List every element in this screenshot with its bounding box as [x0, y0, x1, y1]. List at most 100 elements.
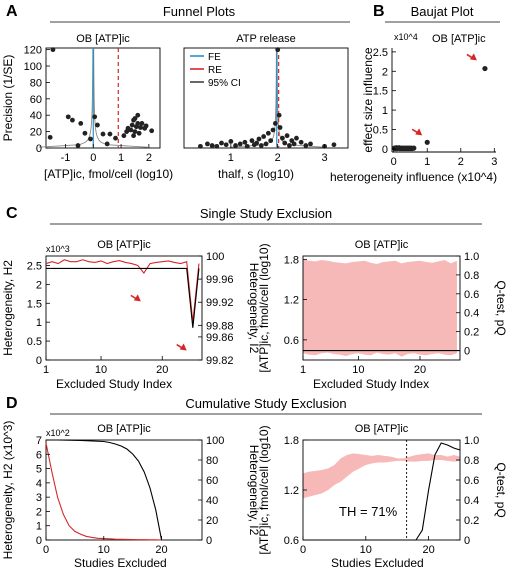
a2-point: [265, 130, 271, 136]
a2-point: [219, 140, 224, 146]
d2-x-tick-label: 20: [422, 544, 434, 556]
c1-plot-frame: [45, 255, 203, 361]
a2-point: [205, 141, 210, 147]
a1-y-tick-label: 80: [30, 77, 42, 89]
c2-y-tick-label: 0.4: [464, 308, 479, 320]
a2-x-tick-label: 1: [228, 152, 234, 164]
c1-x-tick-label: 20: [156, 364, 168, 376]
arrow-head: [469, 53, 477, 61]
b-x-tick-label: 2: [458, 156, 464, 168]
a2-point: [303, 143, 309, 148]
d1-y-label: Heterogeneity, H2 (x10^3): [1, 421, 15, 560]
c2-ci-band: [303, 259, 457, 357]
a2-point: [261, 134, 267, 139]
c2-x-tick-label: 10: [352, 364, 364, 376]
a2-point: [277, 125, 283, 130]
c1-y-tick-label: 99.96: [206, 274, 234, 286]
panel-letter-d: D: [6, 395, 18, 412]
d1-y-tick-label: 40: [206, 495, 218, 507]
a1-point: [113, 135, 118, 141]
b-y-tick-label: 2.5: [373, 47, 388, 59]
c1-y-tick-label: 1: [36, 317, 42, 329]
c2-y-tick-label: 0.2: [464, 327, 479, 339]
d2-annotation: TH = 71%: [339, 504, 398, 519]
a1-x-tick-label: 2: [146, 152, 152, 164]
a2-point: [223, 142, 229, 148]
b-point: [424, 139, 430, 145]
a2-point: [275, 47, 281, 53]
a2-point: [287, 143, 292, 148]
a2-point: [270, 127, 276, 133]
d1-y-tick-label: 2: [36, 506, 42, 518]
a1-point: [65, 114, 71, 120]
c1-y-tick-label: 99.88: [206, 320, 234, 332]
c1-y-tick-label: 100: [206, 251, 224, 263]
c1-y-tick-label: 99.86: [206, 332, 234, 344]
a2-point: [244, 143, 250, 149]
a2-point: [198, 143, 203, 149]
a1-point: [70, 117, 75, 123]
panel-letter-c: C: [6, 205, 18, 222]
b-point: [482, 65, 488, 72]
a2-point: [242, 139, 248, 145]
a2-legend-label: FE: [208, 52, 221, 63]
panel-title-baujat: Baujat Plot: [411, 4, 474, 19]
c2-y-tick-label: 1.0: [464, 251, 479, 263]
d2-y-label: [ATP]ic, fmol/cell (log10): [257, 425, 271, 554]
a2-point: [282, 140, 288, 146]
a1-point: [107, 131, 113, 137]
panel-title-funnel: Funnel Plots: [163, 4, 236, 19]
c2-y-label: [ATP]ic, fmol/cell (log10): [257, 243, 271, 372]
d2-y-tick-label: 0.6: [464, 475, 479, 487]
a2-point: [249, 138, 255, 144]
a2-point: [284, 133, 290, 139]
d1-y-tick-label: 5: [36, 464, 42, 476]
d1-x-tick-label: 10: [98, 544, 110, 556]
c1-title: OB [ATP]ic: [97, 239, 151, 251]
a1-point: [121, 133, 127, 139]
c1-y-label-right: Heterogeneity, I2: [247, 263, 261, 354]
d1-exponent: x10^2: [46, 428, 70, 438]
b-arrow: [466, 53, 477, 61]
d2-y-tick-label: 1.2: [284, 485, 299, 497]
b-y-tick-label: 0: [382, 144, 388, 156]
a2-point: [209, 143, 215, 148]
c1-y-tick-label: 2: [36, 279, 42, 291]
a1-x-label: [ATP]ic, fmol/cell (log10): [44, 167, 173, 181]
c1-y-tick-label: 2.5: [27, 260, 42, 272]
a2-legend-label: RE: [208, 65, 222, 76]
b-x-label: heterogeneity influence (x10^4): [330, 170, 497, 184]
a2-point: [331, 142, 337, 148]
b-x-tick-label: 1: [424, 156, 430, 168]
b-point: [411, 145, 417, 151]
d2-y-tick-label: 0.6: [284, 535, 299, 547]
panel-letter-a: A: [6, 3, 18, 20]
b-arrow: [411, 128, 423, 136]
a2-legend-label: 95% CI: [208, 78, 241, 89]
a2-x-tick-label: 3: [322, 152, 328, 164]
c2-title: OB [ATP]ic: [355, 239, 409, 251]
c1-arrow: [176, 343, 187, 351]
b-x-tick-label: 3: [491, 156, 497, 168]
c2-y-tick-label: 0.8: [464, 270, 479, 282]
c1-series-line: [45, 259, 200, 323]
d1-y-tick-label: 20: [206, 515, 218, 527]
d1-y-tick-label: 1: [36, 521, 42, 533]
a1-y-tick-label: 20: [30, 127, 42, 139]
a1-point: [75, 143, 81, 148]
a1-point: [95, 122, 100, 128]
b-y-tick-label: 1.5: [373, 86, 388, 98]
a1-y-tick-label: 60: [30, 94, 42, 106]
a1-point: [149, 128, 155, 134]
c2-x-label: Excluded Study Index: [313, 377, 429, 391]
d1-y-label-right: Heterogeneity, I2: [247, 445, 261, 536]
c1-exponent: x10^3: [46, 244, 70, 254]
a2-point: [268, 138, 274, 144]
a2-point: [294, 135, 299, 141]
d1-y-tick-label: 3: [36, 492, 42, 504]
c1-arrow: [130, 294, 141, 302]
a2-point: [214, 143, 220, 149]
d2-y-tick-label: 1.0: [464, 435, 479, 447]
d1-y-tick-label: 60: [206, 475, 218, 487]
b-y-tick-label: 1: [382, 105, 388, 117]
